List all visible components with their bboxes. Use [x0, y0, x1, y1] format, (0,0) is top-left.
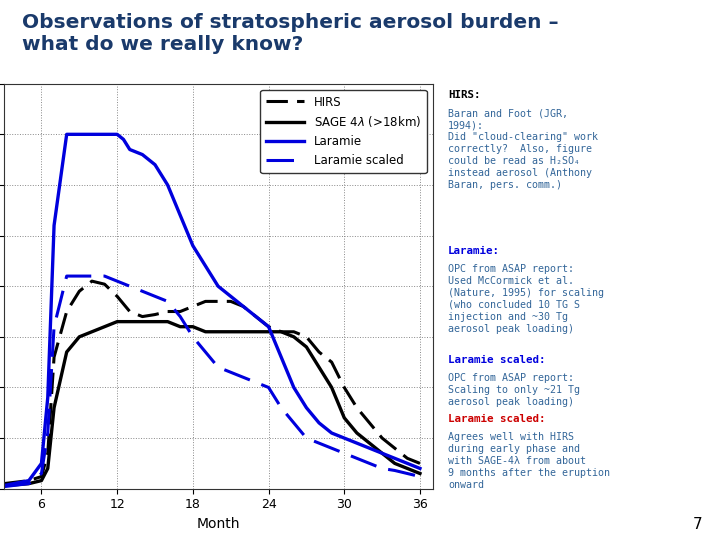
Text: HIRS:: HIRS:	[448, 90, 480, 100]
Text: OPC from ASAP report:
Used McCormick et al.
(Nature, 1995) for scaling
(who conc: OPC from ASAP report: Used McCormick et …	[448, 264, 604, 334]
Text: Agrees well with HIRS
during early phase and
with SAGE-4λ from about
9 months af: Agrees well with HIRS during early phase…	[448, 432, 610, 490]
Text: 7: 7	[693, 517, 702, 532]
Text: Laramie scaled:: Laramie scaled:	[448, 414, 546, 424]
Text: Observations of stratospheric aerosol burden –
what do we really know?: Observations of stratospheric aerosol bu…	[22, 14, 558, 55]
Legend: HIRS, SAGE 4$\lambda$ (>18km), Laramie, Laramie scaled: HIRS, SAGE 4$\lambda$ (>18km), Laramie, …	[261, 90, 427, 173]
Text: Laramie:: Laramie:	[448, 246, 500, 256]
Text: Laramie scaled:: Laramie scaled:	[448, 355, 546, 365]
X-axis label: Month: Month	[197, 517, 240, 531]
Text: OPC from ASAP report:
Scaling to only ~21 Tg
aerosol peak loading): OPC from ASAP report: Scaling to only ~2…	[448, 373, 580, 407]
Text: Baran and Foot (JGR,
1994):
Did "cloud-clearing" work
correctly?  Also, figure
c: Baran and Foot (JGR, 1994): Did "cloud-c…	[448, 108, 598, 190]
